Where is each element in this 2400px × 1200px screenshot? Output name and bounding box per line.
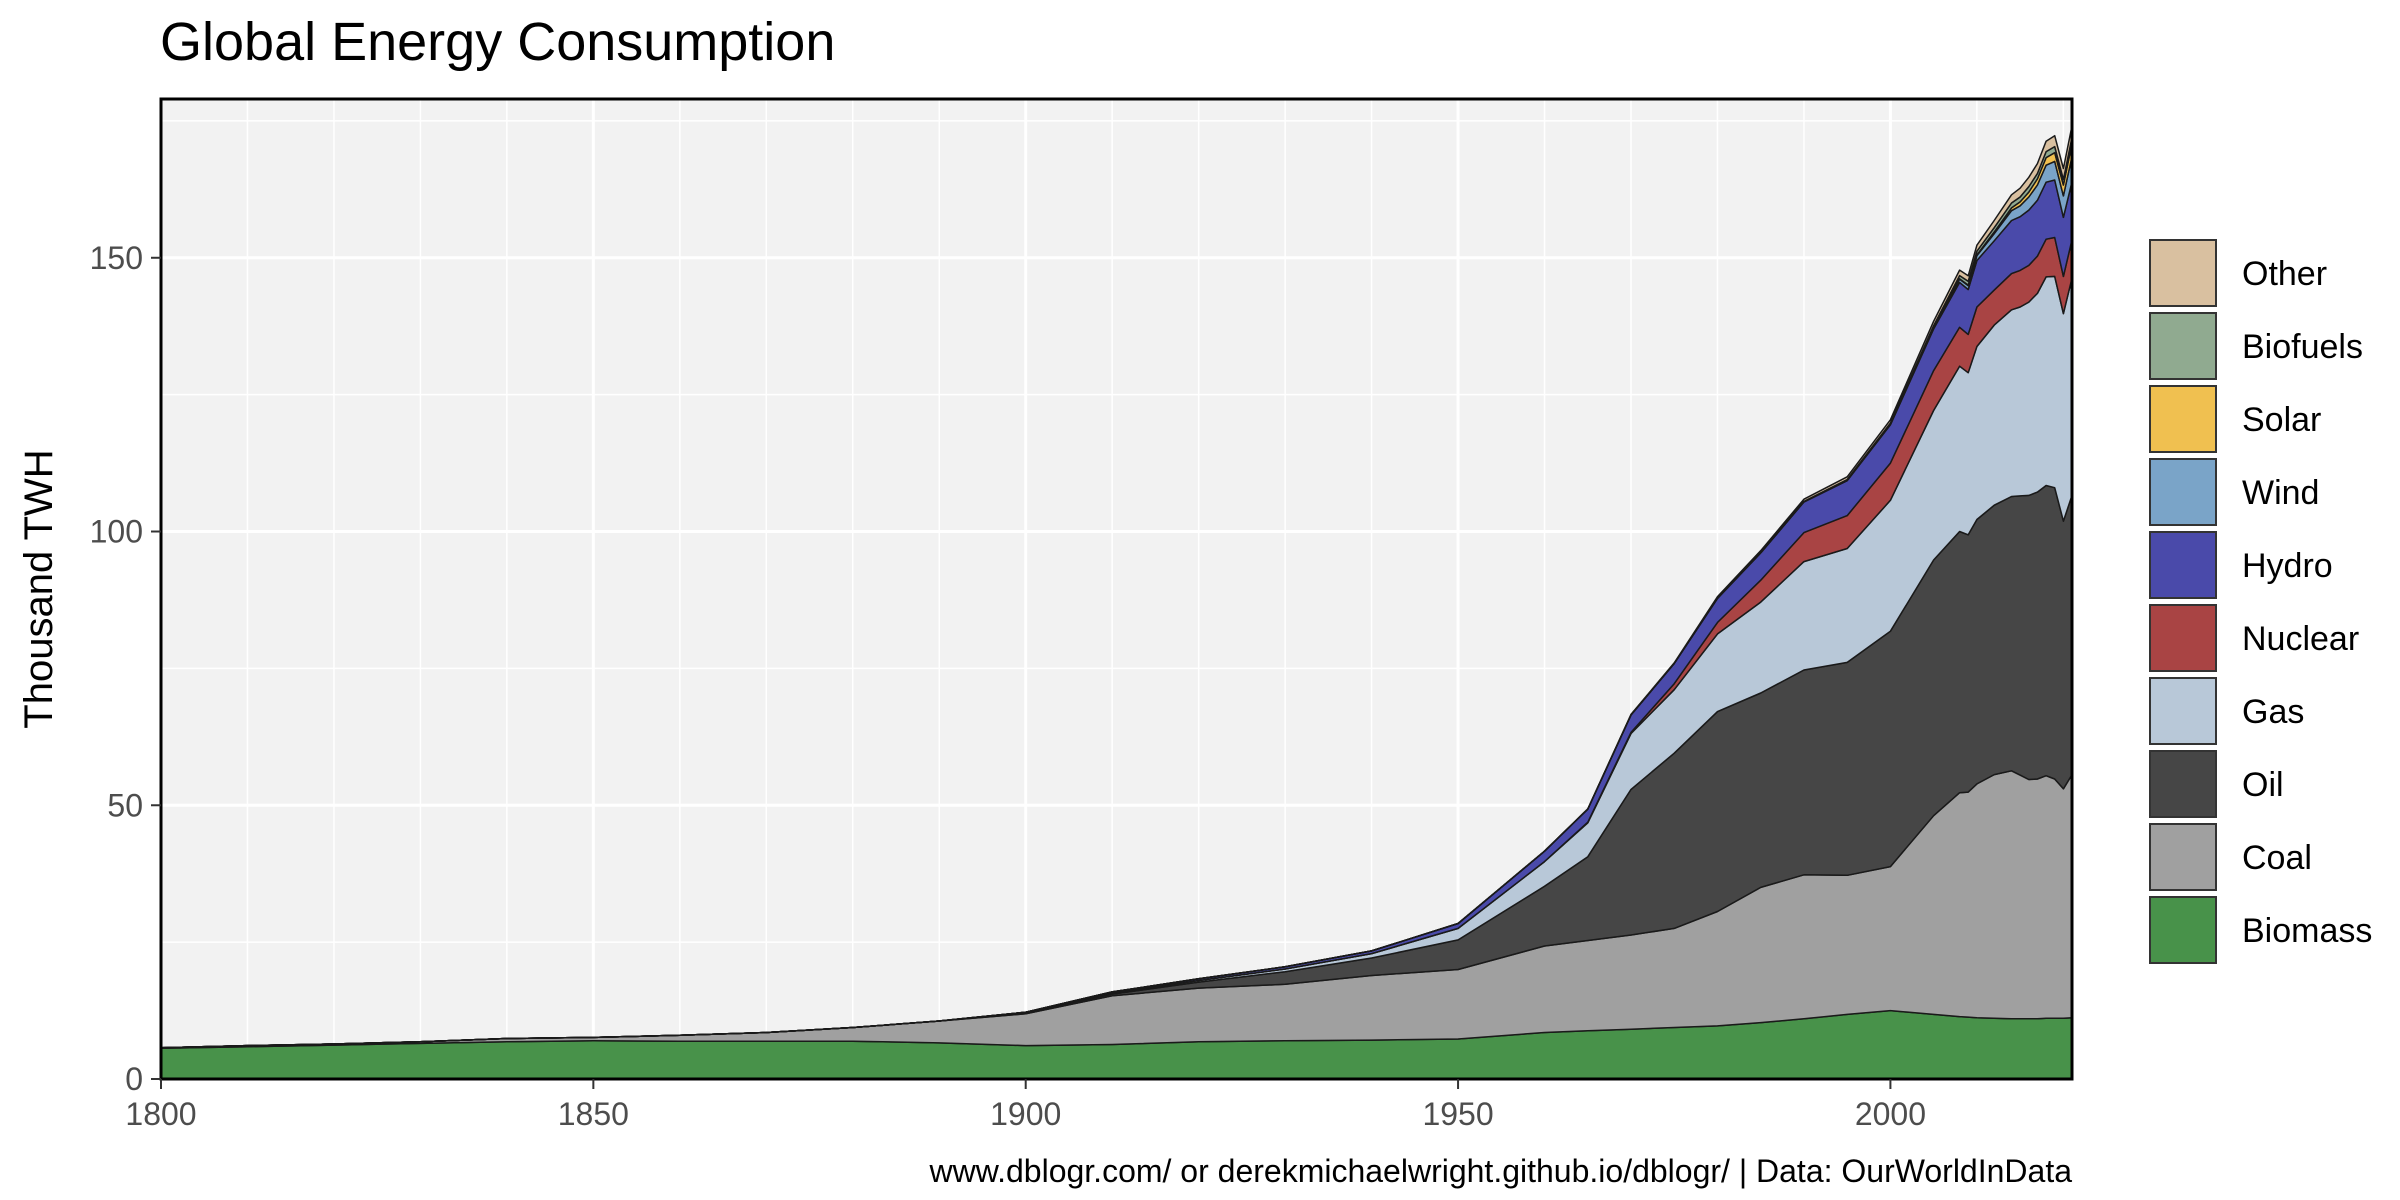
legend: Other Biofuels Solar Wind Hydro Nuclear Gas Oil… xyxy=(2149,239,2372,964)
legend-key-wind xyxy=(2149,458,2217,526)
legend-key-oil xyxy=(2149,750,2217,818)
plot-border xyxy=(159,97,2074,1081)
legend-label-other: Other xyxy=(2242,255,2327,293)
legend-label-oil: Oil xyxy=(2242,766,2284,804)
legend-key-nuclear xyxy=(2149,604,2217,672)
x-tick-label: 2000 xyxy=(1855,1096,1926,1132)
y-tick-label: 100 xyxy=(90,514,143,550)
chart-title: Global Energy Consumption xyxy=(160,12,835,72)
legend-label-hydro: Hydro xyxy=(2242,547,2333,585)
x-tick-label: 1950 xyxy=(1422,1096,1493,1132)
y-axis-ticks: 0 50 100 150 xyxy=(90,240,161,1097)
legend-label-coal: Coal xyxy=(2242,839,2312,877)
x-axis-ticks: 1800 1850 1900 1950 2000 xyxy=(125,1079,1926,1132)
legend-key-biomass xyxy=(2149,896,2217,964)
y-tick-label: 150 xyxy=(90,240,143,276)
legend-key-biofuels xyxy=(2149,312,2217,380)
chart-caption: www.dblogr.com/ or derekmichaelwright.gi… xyxy=(929,1153,2073,1189)
x-tick-label: 1800 xyxy=(125,1096,196,1132)
legend-label-biofuels: Biofuels xyxy=(2242,328,2363,366)
legend-label-solar: Solar xyxy=(2242,401,2321,439)
legend-key-solar xyxy=(2149,385,2217,453)
legend-label-gas: Gas xyxy=(2242,693,2304,731)
legend-key-coal xyxy=(2149,823,2217,891)
y-tick-label: 50 xyxy=(107,787,143,823)
legend-label-biomass: Biomass xyxy=(2242,912,2372,950)
legend-label-wind: Wind xyxy=(2242,474,2319,512)
legend-key-hydro xyxy=(2149,531,2217,599)
y-axis-label: Thousand TWH xyxy=(17,449,61,728)
y-tick-label: 0 xyxy=(125,1061,143,1097)
legend-key-other xyxy=(2149,239,2217,307)
x-tick-label: 1850 xyxy=(558,1096,629,1132)
legend-key-gas xyxy=(2149,677,2217,745)
legend-label-nuclear: Nuclear xyxy=(2242,620,2359,658)
x-tick-label: 1900 xyxy=(990,1096,1061,1132)
